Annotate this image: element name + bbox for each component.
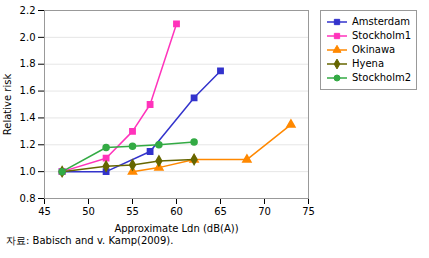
- svg-text:1.6: 1.6: [20, 85, 36, 96]
- html-text:Stockholm2: Stockholm2: [352, 72, 411, 83]
- svg-text:2.0: 2.0: [20, 32, 36, 43]
- svg-text:2.2: 2.2: [20, 5, 36, 16]
- svg-text:Relative risk: Relative risk: [2, 74, 13, 136]
- svg-text:55: 55: [126, 206, 139, 217]
- svg-text:0.8: 0.8: [20, 193, 36, 204]
- html-text:자료: Babisch and v. Kamp(2009).: 자료: Babisch and v. Kamp(2009).: [6, 235, 174, 246]
- svg-text:1.4: 1.4: [20, 112, 36, 123]
- svg-text:45: 45: [38, 206, 51, 217]
- html-text:Okinawa: Okinawa: [352, 44, 396, 55]
- svg-text:50: 50: [82, 206, 95, 217]
- svg-text:60: 60: [170, 206, 183, 217]
- html-text:Amsterdam: Amsterdam: [352, 16, 410, 27]
- html-text:Hyena: Hyena: [352, 58, 385, 69]
- svg-text:Approximate Ldn (dB(A)): Approximate Ldn (dB(A)): [114, 223, 238, 234]
- svg-text:1.2: 1.2: [20, 139, 36, 150]
- svg-text:70: 70: [258, 206, 271, 217]
- svg-text:75: 75: [302, 206, 315, 217]
- svg-text:1.0: 1.0: [20, 166, 36, 177]
- html-text:Stockholm1: Stockholm1: [352, 30, 411, 41]
- svg-text:1.8: 1.8: [20, 58, 36, 69]
- svg-text:65: 65: [214, 206, 227, 217]
